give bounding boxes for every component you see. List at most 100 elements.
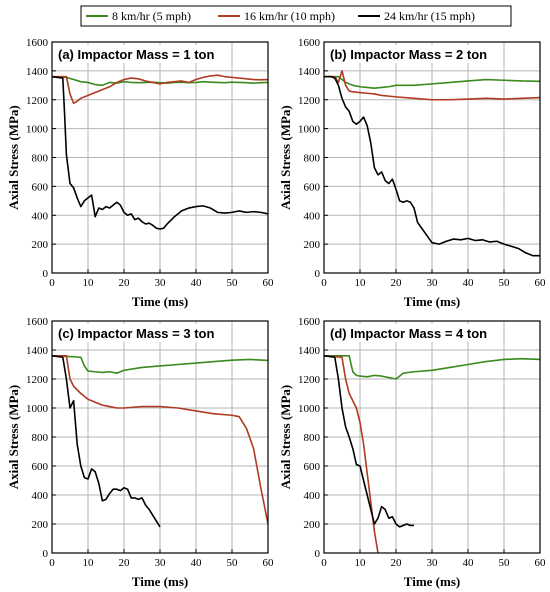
x-axis-title: Time (ms) [132,294,188,309]
x-tick-label: 50 [227,277,239,289]
x-tick-label: 30 [155,277,167,289]
panel-d: 0 10 20 30 40 50 60020040060080010001200140016… [278,316,546,589]
legend: 8 km/hr (5 mph) 16 km/hr (10 mph) 24 km/… [80,5,512,27]
y-tick-label: 1000 [298,124,321,136]
y-tick-label: 1600 [298,316,321,328]
series-line-24kmh [324,75,540,257]
y-tick-label: 800 [304,153,321,165]
y-tick-label: 1400 [298,345,321,357]
x-tick-label: 20 [119,277,131,289]
panel-title: (c) Impactor Mass = 3 ton [58,326,214,341]
panel-title: (d) Impactor Mass = 4 ton [330,326,487,341]
x-tick-label: 60 [263,557,275,569]
panel-b: 0 10 20 30 40 50 60020040060080010001200140016… [278,37,546,309]
x-tick-label: 50 [499,557,511,569]
x-tick-label: 40 [191,557,203,569]
y-tick-label: 0 [43,548,49,560]
x-tick-label: 10 [355,557,367,569]
series-line-24kmh [324,355,414,528]
x-axis-title: Time (ms) [404,574,460,589]
y-tick-label: 1200 [298,95,321,107]
y-tick-label: 0 [43,268,49,280]
x-tick-label: 50 [227,557,239,569]
y-tick-label: 1600 [26,316,49,328]
y-tick-label: 400 [304,210,321,222]
x-tick-label: 10 [83,277,95,289]
y-tick-label: 800 [304,432,321,444]
series-line-16kmh [324,355,379,553]
y-tick-label: 1200 [26,95,49,107]
series-line-16kmh [324,70,540,101]
series-line-16kmh [52,74,268,105]
y-tick-label: 1000 [26,124,49,136]
y-tick-label: 1400 [298,66,321,78]
y-tick-label: 0 [315,548,321,560]
y-tick-label: 600 [32,181,49,193]
y-tick-label: 1200 [26,374,49,386]
plot-frame [323,320,541,554]
series-line-8kmh [324,355,540,380]
panel-a: 0 10 20 30 40 50 60020040060080010001200140016… [6,37,274,309]
x-tick-label: 0 [321,277,327,289]
x-tick-label: 60 [535,277,547,289]
series-line-8kmh [52,355,268,374]
y-tick-label: 1600 [26,37,49,49]
series-line-8kmh [324,75,540,89]
y-tick-label: 1400 [26,345,49,357]
y-tick-label: 400 [304,490,321,502]
x-tick-label: 40 [463,557,475,569]
y-tick-label: 200 [304,239,321,251]
plot-frame [323,41,541,274]
y-tick-label: 600 [32,461,49,473]
panel-title-bg [327,45,491,63]
y-tick-label: 0 [315,268,321,280]
y-axis-title: Axial Stress (MPa) [6,105,21,209]
x-tick-label: 0 [321,557,327,569]
series-line-24kmh [52,75,268,230]
x-tick-label: 20 [391,557,403,569]
y-tick-label: 1000 [26,403,49,415]
y-tick-label: 600 [304,181,321,193]
panel-title: (a) Impactor Mass = 1 ton [58,47,214,62]
x-tick-label: 40 [191,277,203,289]
panel-title-bg [55,45,218,63]
y-tick-label: 1400 [26,66,49,78]
y-tick-label: 400 [32,210,49,222]
legend-label-16kmh: 16 km/hr (10 mph) [244,9,335,23]
x-axis-title: Time (ms) [404,294,460,309]
series-line-24kmh [52,355,161,528]
x-tick-label: 60 [263,277,275,289]
x-tick-label: 50 [499,277,511,289]
plot-frame [51,320,269,554]
y-tick-label: 200 [304,519,321,531]
y-axis-title: Axial Stress (MPa) [278,105,293,209]
x-tick-label: 30 [427,277,439,289]
y-tick-label: 400 [32,490,49,502]
legend-box [80,5,512,27]
y-tick-label: 800 [32,432,49,444]
x-tick-label: 30 [155,557,167,569]
panel-title-bg [55,324,218,342]
plot-frame [51,41,269,274]
panel-c: 0 10 20 30 40 50 60020040060080010001200140016… [6,316,274,589]
legend-label-24kmh: 24 km/hr (15 mph) [384,9,475,23]
x-tick-label: 20 [391,277,403,289]
legend-label-8kmh: 8 km/hr (5 mph) [112,9,191,23]
y-tick-label: 200 [32,519,49,531]
x-tick-label: 60 [535,557,547,569]
x-tick-label: 30 [427,557,439,569]
y-tick-label: 1200 [298,374,321,386]
x-tick-label: 10 [83,557,95,569]
x-tick-label: 0 [49,557,55,569]
panel-title-bg [327,324,491,342]
x-tick-label: 0 [49,277,55,289]
y-tick-label: 1600 [298,37,321,49]
y-tick-label: 200 [32,239,49,251]
x-tick-label: 40 [463,277,475,289]
x-tick-label: 10 [355,277,367,289]
y-tick-label: 800 [32,153,49,165]
y-axis-title: Axial Stress (MPa) [278,385,293,489]
series-line-16kmh [52,355,268,525]
x-axis-title: Time (ms) [132,574,188,589]
